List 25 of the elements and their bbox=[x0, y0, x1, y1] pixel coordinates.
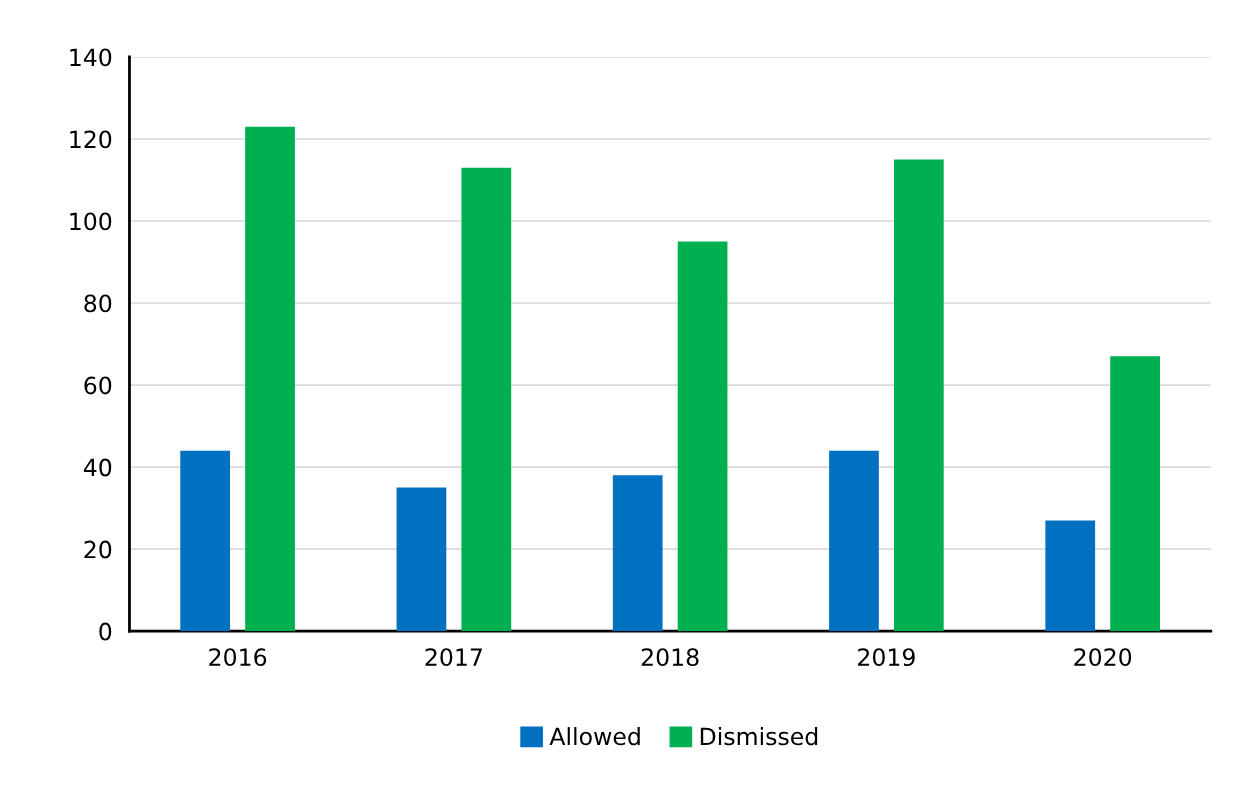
y-tick-label: 140 bbox=[70, 48, 112, 67]
x-tick-label: 2019 bbox=[858, 648, 915, 667]
x-tick-label: 2017 bbox=[425, 648, 482, 667]
bar bbox=[461, 167, 512, 632]
y-tick-label: 40 bbox=[83, 458, 112, 477]
y-tick-label: 0 bbox=[99, 622, 112, 641]
bar bbox=[829, 450, 879, 632]
y-tick-label: 60 bbox=[84, 376, 112, 395]
x-tick-label: 2016 bbox=[209, 648, 267, 667]
bar bbox=[245, 126, 295, 632]
x-tick-label: 2018 bbox=[641, 648, 699, 667]
y-tick-label: 20 bbox=[84, 540, 112, 559]
bar bbox=[180, 450, 231, 632]
x-tick-label: 2020 bbox=[1074, 648, 1132, 667]
y-tick-label: 120 bbox=[70, 130, 112, 149]
y-tick-label: 80 bbox=[84, 294, 112, 313]
bar bbox=[396, 487, 447, 632]
bar bbox=[677, 241, 728, 632]
legend-label: Dismissed bbox=[700, 727, 818, 746]
y-tick-label: 100 bbox=[70, 212, 112, 231]
bar bbox=[612, 475, 663, 632]
legend-label: Allowed bbox=[549, 727, 640, 746]
bar bbox=[1045, 520, 1096, 632]
bar bbox=[893, 159, 944, 632]
bar bbox=[1110, 356, 1160, 632]
